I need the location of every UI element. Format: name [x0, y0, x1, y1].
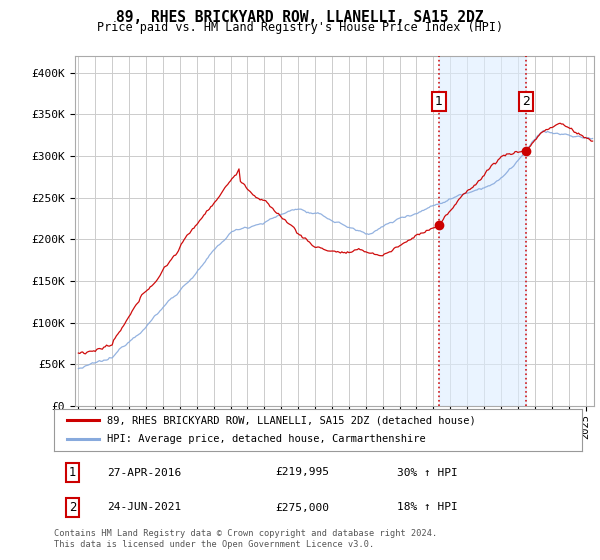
- Text: 24-JUN-2021: 24-JUN-2021: [107, 502, 181, 512]
- Text: Price paid vs. HM Land Registry's House Price Index (HPI): Price paid vs. HM Land Registry's House …: [97, 21, 503, 34]
- Bar: [439, 56, 526, 406]
- Text: Contains HM Land Registry data © Crown copyright and database right 2024.
This d: Contains HM Land Registry data © Crown c…: [54, 529, 437, 549]
- Text: £219,995: £219,995: [276, 468, 330, 478]
- Text: 1: 1: [435, 95, 443, 108]
- Text: 18% ↑ HPI: 18% ↑ HPI: [397, 502, 458, 512]
- Text: 1: 1: [69, 466, 76, 479]
- Text: £275,000: £275,000: [276, 502, 330, 512]
- Text: 30% ↑ HPI: 30% ↑ HPI: [397, 468, 458, 478]
- Text: HPI: Average price, detached house, Carmarthenshire: HPI: Average price, detached house, Carm…: [107, 435, 425, 445]
- Text: 2: 2: [522, 95, 530, 108]
- Text: 27-APR-2016: 27-APR-2016: [107, 468, 181, 478]
- Text: 2: 2: [69, 501, 76, 514]
- Text: 89, RHES BRICKYARD ROW, LLANELLI, SA15 2DZ (detached house): 89, RHES BRICKYARD ROW, LLANELLI, SA15 2…: [107, 415, 476, 425]
- Text: 89, RHES BRICKYARD ROW, LLANELLI, SA15 2DZ: 89, RHES BRICKYARD ROW, LLANELLI, SA15 2…: [116, 10, 484, 25]
